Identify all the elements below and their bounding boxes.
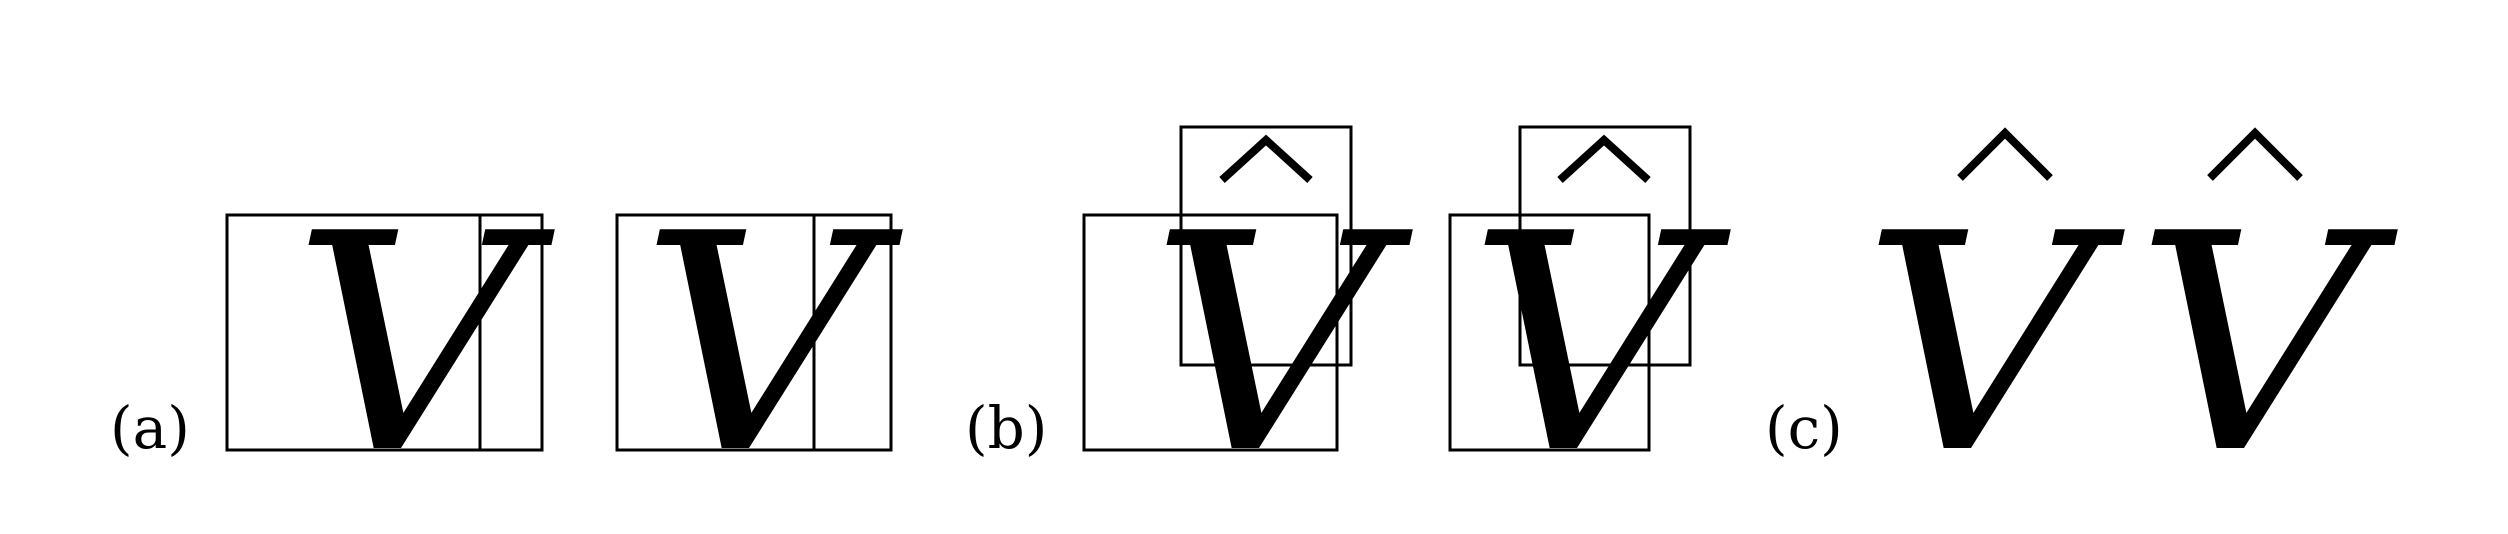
- panel-a-right-glyph-group: V: [615, 170, 904, 519]
- panel-c: (c) V V: [1765, 127, 2399, 519]
- panel-b-left-base-box: [1082, 213, 1339, 452]
- panel-c-right-hat-accent: [2207, 127, 2303, 181]
- panel-a-label: (a): [110, 394, 190, 462]
- panel-c-right-letter-v: V: [2135, 170, 2399, 519]
- panel-a-right-letter-v: V: [640, 170, 904, 519]
- panel-b-right-glyph-group: V: [1448, 125, 1732, 519]
- panel-b-left-accent-box: [1179, 125, 1353, 367]
- panel-b-left-hat-accent: [1219, 134, 1313, 183]
- panel-b-right-letter-v: V: [1468, 170, 1732, 519]
- panel-b-right-accent-box: [1518, 125, 1692, 367]
- panel-a: (a) V V: [110, 170, 904, 519]
- panel-c-left-letter-v: V: [1862, 170, 2126, 519]
- panel-b-label: (b): [965, 394, 1047, 462]
- panel-c-left-hat-accent: [1957, 127, 2053, 181]
- panel-b: (b) V V: [965, 125, 1732, 519]
- panel-a-right-bounding-box: [615, 213, 893, 452]
- panel-b-left-letter-v: V: [1150, 170, 1414, 519]
- panel-a-left-glyph-group: V: [225, 170, 556, 519]
- panel-b-right-hat-accent: [1557, 134, 1651, 183]
- panel-a-left-bounding-box: [225, 213, 544, 452]
- panel-c-label: (c): [1765, 394, 1843, 462]
- panel-b-left-glyph-group: V: [1082, 125, 1414, 519]
- panel-b-right-base-box: [1448, 213, 1651, 452]
- panel-c-left-glyph-group: V: [1862, 127, 2126, 519]
- panel-a-left-letter-v: V: [292, 170, 556, 519]
- panel-c-right-glyph-group: V: [2135, 127, 2399, 519]
